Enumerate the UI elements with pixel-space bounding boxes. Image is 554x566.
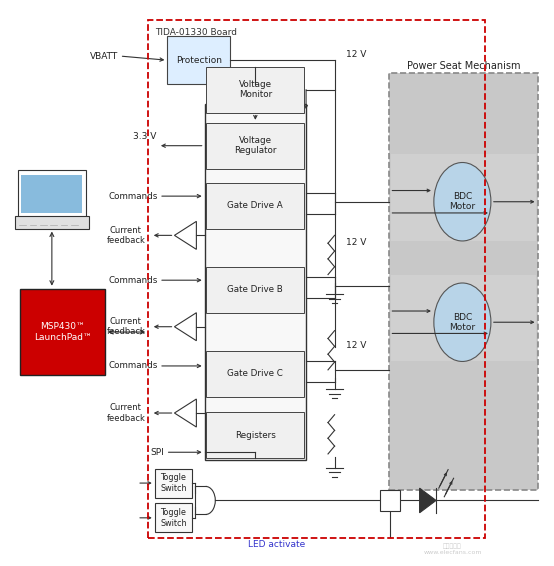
Text: LED activate: LED activate — [248, 539, 306, 548]
Text: Gate Drive A: Gate Drive A — [228, 201, 283, 210]
Bar — [206, 123, 304, 169]
Text: 12 V: 12 V — [346, 238, 366, 247]
Text: 12 V: 12 V — [346, 50, 366, 59]
Text: Commands: Commands — [109, 276, 158, 285]
Bar — [391, 154, 536, 241]
Polygon shape — [419, 488, 436, 513]
Ellipse shape — [434, 162, 491, 241]
Text: BDC
Motor: BDC Motor — [449, 192, 475, 212]
Text: Commands: Commands — [109, 192, 158, 200]
Bar — [391, 275, 536, 362]
Bar — [206, 183, 304, 229]
Text: Protection: Protection — [176, 55, 222, 65]
Text: BDC
Motor: BDC Motor — [449, 312, 475, 332]
Text: Gate Drive B: Gate Drive B — [228, 285, 283, 294]
Text: Toggle
Switch: Toggle Switch — [160, 473, 187, 493]
Bar — [206, 351, 304, 397]
Bar — [389, 73, 537, 490]
Text: Commands: Commands — [109, 362, 158, 370]
Bar — [204, 104, 306, 460]
Bar — [206, 267, 304, 312]
Text: MSP430™
LaunchPad™: MSP430™ LaunchPad™ — [34, 323, 92, 342]
Bar — [380, 490, 400, 511]
Text: Toggle
Switch: Toggle Switch — [160, 508, 187, 528]
Text: Power Seat Mechanism: Power Seat Mechanism — [407, 61, 520, 71]
Text: VBATT: VBATT — [90, 52, 118, 61]
Bar — [15, 216, 89, 229]
Text: TIDA-01330 Board: TIDA-01330 Board — [155, 28, 237, 37]
Text: Registers: Registers — [235, 431, 276, 440]
Text: Gate Drive C: Gate Drive C — [227, 369, 283, 378]
Text: Current
feedback: Current feedback — [106, 226, 145, 245]
Text: 电子发烧友
www.elecfans.com: 电子发烧友 www.elecfans.com — [423, 543, 482, 555]
Bar — [206, 67, 304, 113]
Text: Current
feedback: Current feedback — [106, 404, 145, 423]
Text: 3.3 V: 3.3 V — [133, 132, 156, 141]
Text: Voltage
Regulator: Voltage Regulator — [234, 136, 276, 156]
Bar — [148, 20, 485, 538]
Bar — [206, 413, 304, 458]
Bar — [20, 289, 105, 375]
Bar — [18, 170, 86, 217]
Ellipse shape — [434, 283, 491, 362]
Text: 12 V: 12 V — [346, 341, 366, 350]
Bar — [155, 503, 192, 533]
Text: Current
feedback: Current feedback — [106, 317, 145, 336]
Bar — [22, 175, 82, 213]
Text: Voltage
Monitor: Voltage Monitor — [239, 80, 272, 100]
Bar — [155, 469, 192, 498]
Bar — [167, 36, 230, 84]
Text: SPI: SPI — [151, 448, 165, 457]
